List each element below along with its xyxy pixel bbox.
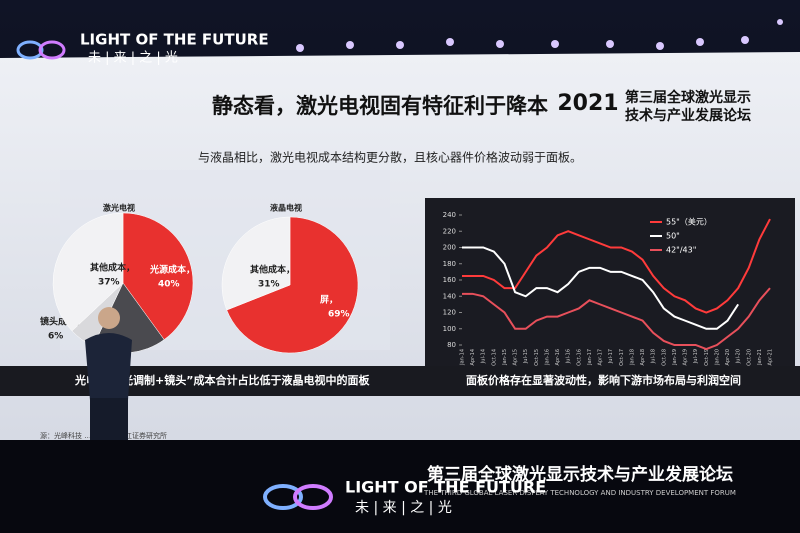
series-line <box>462 246 739 330</box>
logo-mark <box>16 40 44 60</box>
stage-front <box>0 440 800 533</box>
x-tick-label: Apr-19 <box>683 349 689 366</box>
banner-logo-sub: 未 | 来 | 之 | 光 <box>355 500 452 516</box>
banner-sub: THE THIRD GLOBAL LASER DISPLAY TECHNOLOG… <box>423 489 736 497</box>
x-tick-label: Jan-20 <box>714 349 720 366</box>
x-tick-label: Jul-17 <box>608 349 614 364</box>
x-tick-label: Jan-15 <box>502 349 508 366</box>
x-tick-label: Jan-14 <box>460 349 466 366</box>
x-tick-label: Apr-14 <box>470 349 476 366</box>
legend-label: 50" <box>666 232 680 241</box>
y-tick-label: 80 <box>447 341 456 349</box>
pie-slice <box>221 216 291 311</box>
x-tick-label: Jul-14 <box>481 349 487 364</box>
y-tick-label: 100 <box>443 325 456 333</box>
slice-value: 40% <box>158 280 180 290</box>
caption-bar <box>0 366 800 396</box>
x-tick-label: Apr-21 <box>768 349 774 366</box>
slide-subtitle: 与液晶相比，激光电视成本结构更分散，且核心器件价格波动弱于面板。 <box>198 150 582 165</box>
slice-value: 6% <box>48 332 63 342</box>
logo-sub: 未 | 来 | 之 | 光 <box>88 51 178 66</box>
legend-label: 42"/43" <box>666 246 696 255</box>
y-tick-label: 120 <box>443 309 456 317</box>
x-tick-label: Oct-17 <box>619 349 625 366</box>
x-tick-label: Oct-20 <box>746 349 752 366</box>
pie-slice <box>52 212 124 332</box>
y-tick-label: 220 <box>443 227 456 235</box>
y-tick-label: 180 <box>443 260 456 268</box>
pie-title: 液晶电视 <box>270 203 302 213</box>
slice-value: 69% <box>328 310 350 320</box>
forum-line: 第三届全球激光显示 <box>625 89 751 106</box>
stage-lights <box>296 19 783 52</box>
x-tick-label: Apr-16 <box>555 349 561 366</box>
logo-text: LIGHT OF THE FUTURE <box>80 31 269 49</box>
x-tick-label: Oct-15 <box>534 349 540 366</box>
chart-panel <box>425 198 795 378</box>
slide-year: 2021 <box>557 91 618 116</box>
y-tick-label: 160 <box>443 276 456 284</box>
x-tick-label: Jul-19 <box>693 349 699 364</box>
caption: 光调制+镜头”成本合计占比低于液晶电视中的面板 <box>121 373 370 387</box>
x-tick-label: Jul-20 <box>736 349 742 364</box>
slice-label: 其他成本， <box>90 262 135 274</box>
x-tick-label: Apr-17 <box>598 349 604 366</box>
x-tick-label: Jul-18 <box>651 349 657 364</box>
banner-logo: LIGHT OF THE FUTURE <box>345 478 546 497</box>
x-tick-label: Oct-19 <box>704 349 710 366</box>
x-tick-label: Oct-14 <box>491 349 497 366</box>
logo-mark <box>38 40 66 60</box>
pie-slice <box>122 212 194 340</box>
x-tick-label: Oct-16 <box>576 349 582 366</box>
x-tick-label: Jan-17 <box>587 349 593 366</box>
x-tick-label: Jul-15 <box>523 349 529 364</box>
y-tick-label: 140 <box>443 292 456 300</box>
pie-slice <box>226 216 359 354</box>
x-tick-label: Jul-16 <box>566 349 572 364</box>
forum-line: 技术与产业发展论坛 <box>625 107 751 124</box>
y-tick-label: 240 <box>443 211 456 219</box>
x-tick-label: Jan-16 <box>544 349 550 366</box>
slice-value: 31% <box>258 280 280 290</box>
x-tick-label: Apr-18 <box>640 349 646 366</box>
logo-mark <box>263 484 303 510</box>
series-line <box>462 287 771 351</box>
y-tick-label: 200 <box>443 244 456 252</box>
slide-title: 静态看，激光电视固有特征利于降本 <box>212 94 548 118</box>
slice-label: 光源成本， <box>149 264 195 276</box>
slice-label: 其他成本， <box>250 264 295 276</box>
slice-value: 37% <box>98 278 120 288</box>
banner-title: 第三届全球激光显示技术与产业发展论坛 <box>427 464 733 485</box>
pie-title: 激光电视 <box>103 203 135 213</box>
x-tick-label: Jan-21 <box>757 349 763 366</box>
x-tick-label: Apr-20 <box>725 349 731 366</box>
x-tick-label: Jan-19 <box>672 349 678 366</box>
logo-mark <box>293 484 333 510</box>
legend-label: 55"（美元） <box>666 217 712 227</box>
slice-label: 屏， <box>320 295 338 306</box>
caption: 面板价格存在显著波动性，影响下游市场布局与利润空间 <box>466 373 741 387</box>
x-tick-label: Oct-18 <box>661 349 667 366</box>
x-tick-label: Jan-18 <box>629 349 635 366</box>
x-tick-label: Apr-15 <box>513 349 519 366</box>
